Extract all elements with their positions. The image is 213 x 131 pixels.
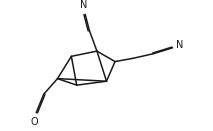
Text: N: N — [176, 40, 183, 50]
Text: O: O — [31, 117, 39, 127]
Text: N: N — [81, 0, 88, 10]
